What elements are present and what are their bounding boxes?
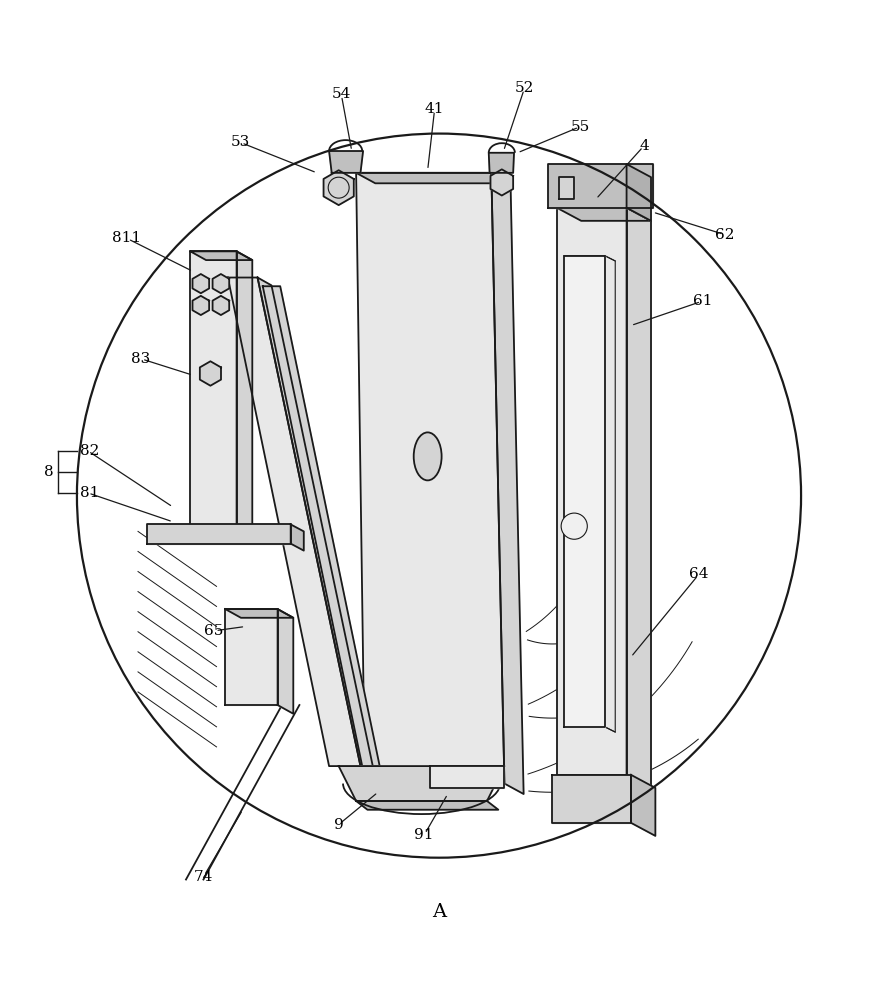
Polygon shape — [488, 153, 513, 173]
Polygon shape — [356, 173, 504, 784]
Polygon shape — [356, 173, 510, 183]
Polygon shape — [192, 296, 209, 315]
Text: 8: 8 — [44, 465, 53, 479]
Text: 55: 55 — [570, 120, 589, 134]
Polygon shape — [329, 151, 363, 173]
Polygon shape — [146, 524, 290, 544]
Text: 54: 54 — [332, 87, 351, 101]
Circle shape — [560, 513, 587, 539]
Polygon shape — [559, 177, 574, 199]
Polygon shape — [631, 775, 654, 836]
Text: 82: 82 — [81, 444, 100, 458]
Polygon shape — [257, 278, 374, 774]
Text: 65: 65 — [204, 624, 224, 638]
Polygon shape — [324, 170, 353, 205]
Polygon shape — [626, 208, 650, 788]
Text: 41: 41 — [424, 102, 444, 116]
Polygon shape — [262, 286, 379, 766]
Polygon shape — [547, 164, 652, 208]
Polygon shape — [225, 609, 277, 705]
Text: 91: 91 — [414, 828, 433, 842]
Polygon shape — [556, 208, 626, 775]
Text: 52: 52 — [514, 81, 533, 95]
Text: 74: 74 — [194, 870, 213, 884]
Polygon shape — [491, 173, 523, 794]
Text: 811: 811 — [112, 231, 141, 245]
Polygon shape — [339, 766, 504, 801]
Polygon shape — [190, 251, 236, 526]
Polygon shape — [563, 256, 604, 727]
Polygon shape — [225, 609, 293, 618]
Polygon shape — [212, 296, 229, 315]
Text: 81: 81 — [81, 486, 100, 500]
Text: 83: 83 — [131, 352, 150, 366]
Polygon shape — [290, 524, 303, 551]
Polygon shape — [490, 169, 512, 196]
Text: A: A — [431, 903, 446, 921]
Text: 4: 4 — [638, 139, 648, 153]
Polygon shape — [277, 609, 293, 714]
Text: 61: 61 — [692, 294, 711, 308]
Polygon shape — [228, 278, 360, 766]
Ellipse shape — [413, 432, 441, 480]
Text: 64: 64 — [688, 567, 708, 581]
Polygon shape — [192, 274, 209, 293]
Polygon shape — [236, 251, 252, 535]
Polygon shape — [430, 766, 504, 788]
Polygon shape — [212, 274, 229, 293]
Text: 9: 9 — [333, 818, 343, 832]
Polygon shape — [200, 361, 221, 386]
Text: 53: 53 — [230, 135, 249, 149]
Polygon shape — [626, 164, 650, 221]
Polygon shape — [356, 801, 498, 810]
Text: 62: 62 — [715, 228, 734, 242]
Polygon shape — [552, 775, 631, 823]
Polygon shape — [556, 208, 650, 221]
Polygon shape — [190, 251, 252, 260]
